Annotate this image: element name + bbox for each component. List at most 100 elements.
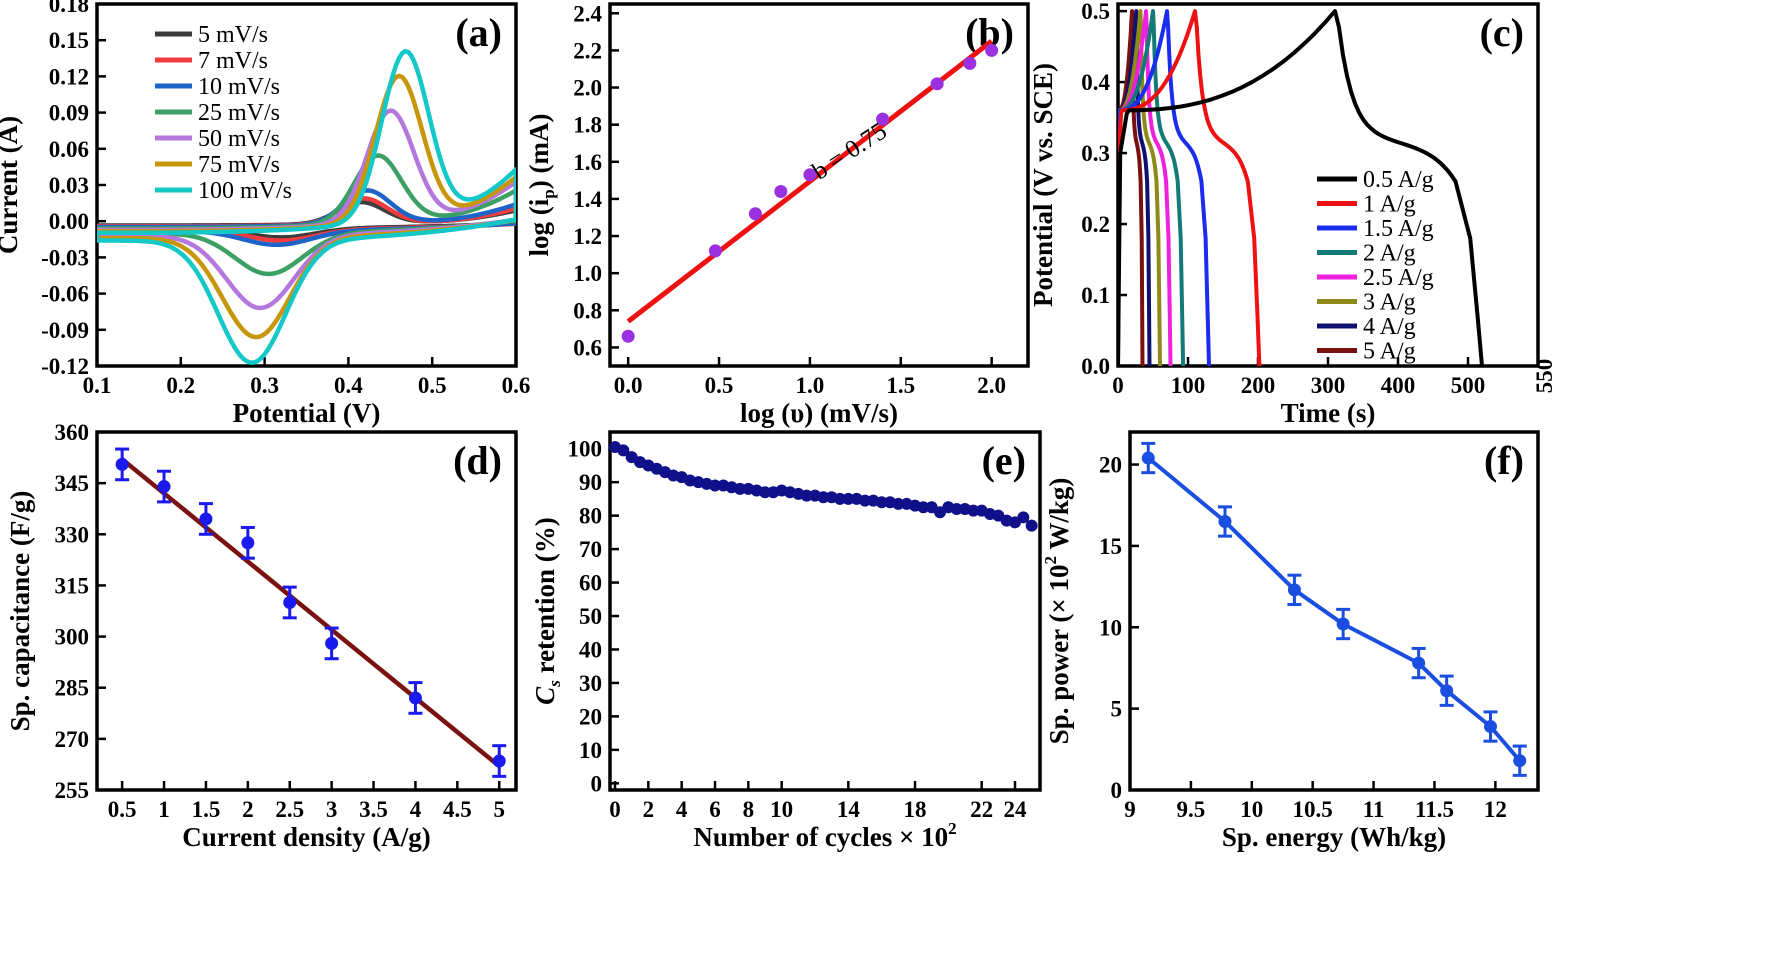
y-tick-label: 1.8 bbox=[573, 113, 602, 138]
data-point bbox=[759, 486, 771, 499]
y-tick-label: 0.18 bbox=[49, 0, 89, 17]
fit-line bbox=[120, 457, 501, 768]
y-axis-label: Sp. capacitance (F/g) bbox=[5, 491, 35, 732]
y-tick-label: 80 bbox=[579, 504, 602, 529]
x-tick-label: 3.5 bbox=[359, 797, 388, 822]
data-point bbox=[842, 492, 855, 505]
y-tick-label: 100 bbox=[568, 437, 603, 462]
gcd-series-line bbox=[1118, 9, 1484, 366]
panel-label: (a) bbox=[455, 10, 502, 55]
panel-a: 0.1 0.2 0.3 0.4 0.5 0.6 -0.12 -0.09 -0.06 -0.03 0.… bbox=[0, 0, 530, 428]
y-tick-label: 15 bbox=[1099, 534, 1122, 559]
plot-frame bbox=[95, 430, 518, 792]
x-axis-label-part: Potential (V) bbox=[233, 398, 381, 428]
y-tick-label: 1.4 bbox=[573, 187, 602, 212]
x-axis-label-part: 2 bbox=[948, 819, 957, 838]
x-tick-label: 1 bbox=[158, 797, 170, 822]
data-point bbox=[1141, 451, 1155, 465]
y-axis-label-part: log (i bbox=[524, 198, 554, 256]
data-point bbox=[1218, 515, 1232, 528]
x-tick-label: 0.5 bbox=[705, 373, 734, 398]
y-tick-label: 40 bbox=[579, 637, 602, 662]
y-tick-label: -0.03 bbox=[41, 245, 89, 270]
x-tick-label: 4 bbox=[410, 797, 422, 822]
y-axis-label-part: Sp. capacitance (F/g) bbox=[5, 491, 35, 732]
slope-annotation: b = 0.75 bbox=[808, 118, 892, 186]
x-tick-label: 300 bbox=[1311, 373, 1346, 398]
y-tick-label: 0.15 bbox=[49, 28, 89, 53]
data-point bbox=[1440, 684, 1454, 698]
plot-frame bbox=[1128, 430, 1540, 792]
legend-entry: 100 mV/s bbox=[198, 178, 292, 204]
data-point bbox=[708, 244, 722, 258]
plot-frame bbox=[608, 2, 1030, 368]
data-point bbox=[1287, 583, 1301, 597]
y-axis-label-part: W/kg) bbox=[1044, 478, 1074, 556]
x-tick-label: 11 bbox=[1363, 797, 1385, 822]
y-axis-label-part: s bbox=[545, 680, 564, 688]
data-point bbox=[803, 168, 817, 182]
x-tick-label: 14 bbox=[837, 797, 861, 822]
y-tick-label: 0.5 bbox=[1081, 0, 1110, 24]
y-tick-label: -0.12 bbox=[41, 354, 89, 379]
legend-entry: 3 A/g bbox=[1363, 290, 1416, 316]
x-tick-label: 0.1 bbox=[83, 373, 112, 398]
y-tick-label: 0.8 bbox=[573, 298, 602, 323]
data-point bbox=[917, 501, 930, 514]
data-point bbox=[617, 444, 630, 457]
x-tick-label: 10.5 bbox=[1293, 797, 1333, 822]
y-axis-label: Potential (V vs. SCE) bbox=[1028, 63, 1058, 307]
x-axis-label: Sp. energy (Wh/kg) bbox=[1222, 822, 1446, 852]
y-tick-label: 0.4 bbox=[1081, 70, 1110, 95]
plot-frame bbox=[608, 430, 1042, 792]
x-tick-label: 2 bbox=[242, 797, 254, 822]
data-point bbox=[930, 77, 944, 91]
y-tick-label: 2.0 bbox=[573, 76, 602, 101]
y-tick-label: 0 bbox=[591, 771, 603, 796]
data-point bbox=[985, 43, 999, 57]
y-axis-label: Cs retention (%) bbox=[530, 517, 564, 705]
x-tick-label: 6 bbox=[709, 797, 721, 822]
x-tick-label: 4 bbox=[676, 797, 688, 822]
data-point bbox=[1412, 656, 1426, 670]
x-tick-label: 2.0 bbox=[977, 373, 1006, 398]
x-axis-label-part: Current density (A/g) bbox=[182, 822, 430, 852]
x-tick-label: 550 bbox=[1532, 359, 1557, 394]
x-tick-label: 3 bbox=[326, 797, 338, 822]
y-tick-label: 20 bbox=[579, 704, 602, 729]
data-point bbox=[492, 754, 506, 768]
data-point bbox=[1025, 519, 1038, 532]
data-point bbox=[283, 595, 297, 609]
y-tick-label: 1.2 bbox=[573, 224, 602, 249]
x-axis-label: log (υ) (mV/s) bbox=[740, 398, 898, 428]
data-point bbox=[817, 491, 830, 504]
gcd-series-line bbox=[1118, 9, 1211, 366]
panel-c: 0 100 200 300 400 500 550 0.0 0.1 0.2 0.3 0.4 0.5 (c)… bbox=[1028, 0, 1557, 428]
x-tick-label: 5 bbox=[493, 797, 505, 822]
x-tick-label: 18 bbox=[904, 797, 927, 822]
data-point bbox=[1484, 720, 1498, 734]
y-tick-label: 345 bbox=[55, 471, 90, 496]
y-tick-label: 1.0 bbox=[573, 261, 602, 286]
y-tick-label: 70 bbox=[579, 537, 602, 562]
data-point bbox=[876, 112, 890, 126]
x-axis-label-part: Sp. energy (Wh/kg) bbox=[1222, 822, 1446, 852]
y-tick-label: 0.6 bbox=[573, 335, 602, 360]
y-tick-label: 0.00 bbox=[49, 209, 89, 234]
x-tick-label: 10 bbox=[770, 797, 793, 822]
data-point bbox=[800, 489, 813, 502]
y-axis-label-part: Current (A) bbox=[0, 116, 23, 254]
x-tick-label: 9 bbox=[1124, 797, 1136, 822]
legend-entry: 25 mV/s bbox=[198, 100, 280, 126]
data-point bbox=[859, 494, 871, 507]
data-point bbox=[1017, 511, 1030, 524]
y-tick-label: 2.4 bbox=[573, 1, 602, 26]
data-point bbox=[875, 496, 888, 509]
x-axis-label-part: log (υ) (mV/s) bbox=[740, 398, 898, 428]
y-tick-label: 360 bbox=[55, 420, 90, 445]
x-tick-label: 1.5 bbox=[886, 373, 915, 398]
x-tick-label: 1.5 bbox=[192, 797, 221, 822]
y-axis-label-part: 2 bbox=[1041, 556, 1060, 565]
data-point bbox=[709, 479, 721, 492]
legend-entry: 1.5 A/g bbox=[1363, 216, 1434, 242]
